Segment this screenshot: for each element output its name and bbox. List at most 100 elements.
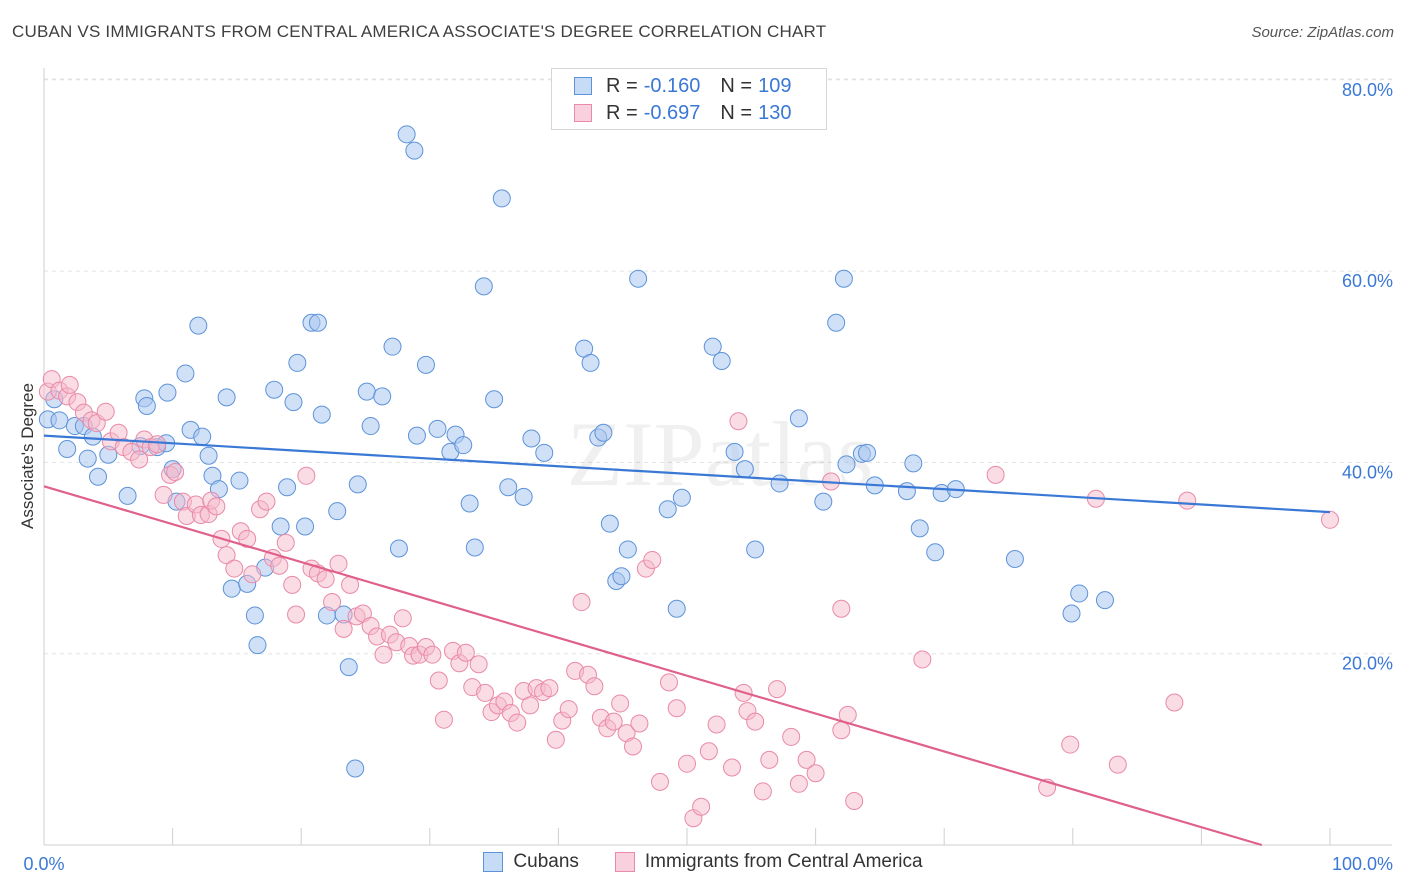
data-point-cubans [416,355,435,374]
y-tick-label: 40.0% [1342,462,1393,482]
x-tick-label: 0.0% [23,854,64,874]
data-point-cubans [581,353,600,372]
data-point-cubans [827,313,846,332]
data-point-cubans [189,316,208,335]
data-point-central-america [287,605,306,624]
data-point-cubans [357,382,376,401]
data-point-central-america [832,721,851,740]
data-point-central-america [768,680,787,699]
data-point-cubans [217,388,236,407]
data-point-cubans [248,636,267,655]
data-point-central-america [845,792,864,811]
legend-n-value: 130 [758,101,792,124]
data-point-central-america [257,492,276,511]
data-point-cubans [837,455,856,474]
data-point-cubans [407,426,426,445]
data-point-central-america [148,435,167,454]
data-point-cubans [789,409,808,428]
data-point-cubans [672,488,691,507]
data-point-central-america [760,750,779,769]
data-point-cubans [735,460,754,479]
data-point-cubans [629,269,648,288]
data-point-cubans [118,486,137,505]
data-point-cubans [514,487,533,506]
data-point-cubans [703,337,722,356]
data-point-cubans [296,517,315,536]
legend-r-label: R = [606,101,638,124]
y-tick-label: 80.0% [1342,80,1393,100]
data-point-central-america [667,699,686,718]
data-point-cubans [522,429,541,448]
data-point-central-america [546,730,565,749]
data-point-cubans [78,449,97,468]
data-point-central-america [329,554,348,573]
data-point-cubans [600,514,619,533]
data-point-cubans [658,500,677,519]
data-point-cubans [746,540,765,559]
data-point-cubans [328,502,347,521]
data-point-cubans [265,380,284,399]
trend-line-cubans [43,434,1331,514]
trend-line-central-america [43,485,1263,847]
data-point-cubans [193,427,212,446]
data-point-central-america [806,764,825,783]
data-point-cubans [308,313,327,332]
data-point-central-america [297,466,316,485]
data-point-central-america [434,710,453,729]
legend-swatch-blue [574,77,592,95]
chart-title: CUBAN VS IMMIGRANTS FROM CENTRAL AMERICA… [12,22,827,41]
data-point-central-america [913,650,932,669]
data-point-cubans [373,387,392,406]
data-point-central-america [746,712,765,731]
data-point-cubans [904,454,923,473]
legend-swatch-blue [483,852,504,872]
data-point-central-america [832,599,851,618]
data-point-cubans [492,189,511,208]
data-point-cubans [58,440,77,459]
data-point-cubans [474,277,493,296]
data-point-cubans [485,390,504,409]
data-point-central-america [707,715,726,734]
data-point-central-america [630,714,649,733]
data-point-cubans [428,419,447,438]
data-point-central-america [1061,735,1080,754]
data-point-central-america [243,565,262,584]
chart-source: Source: ZipAtlas.com [1251,24,1394,41]
data-point-cubans [89,467,108,486]
data-point-central-america [374,645,393,664]
data-point-central-america [559,700,578,719]
data-point-central-america [753,782,772,801]
data-point-central-america [508,713,527,732]
watermark: ZIPatlas [567,403,874,505]
data-point-central-america [238,529,257,548]
legend-label-cubans: Cubans [513,851,579,872]
legend-n-label: N = [720,74,753,97]
data-point-central-america [1321,510,1339,529]
data-point-cubans [460,494,479,513]
data-point-central-america [207,497,226,516]
data-point-central-america [611,694,630,713]
data-point-cubans [361,417,380,436]
data-point-cubans [284,393,303,412]
data-point-cubans [158,383,177,402]
legend-r-label: R = [606,74,638,97]
data-point-central-america [540,679,559,698]
trend-lines [43,434,1331,847]
data-point-central-america [283,575,302,594]
data-point-central-america [1165,693,1184,712]
data-point-cubans [858,443,877,462]
legend-swatch-pink [614,852,635,872]
data-point-cubans [1005,550,1024,569]
tick-labels: 20.0% 40.0% 60.0% 80.0% 0.0% 100.0% [23,80,1393,874]
data-point-cubans [926,543,945,562]
data-point-cubans [271,517,290,536]
data-point-central-america [316,570,335,589]
data-point-central-america [476,683,495,702]
data-point-central-america [60,375,79,394]
data-point-cubans [278,478,297,497]
data-point-cubans [389,539,408,558]
data-point-cubans [137,396,156,415]
data-point-cubans [312,405,331,424]
legend-r-value: -0.697 [643,101,701,124]
y-axis-label: Associate's Degree [18,383,37,529]
